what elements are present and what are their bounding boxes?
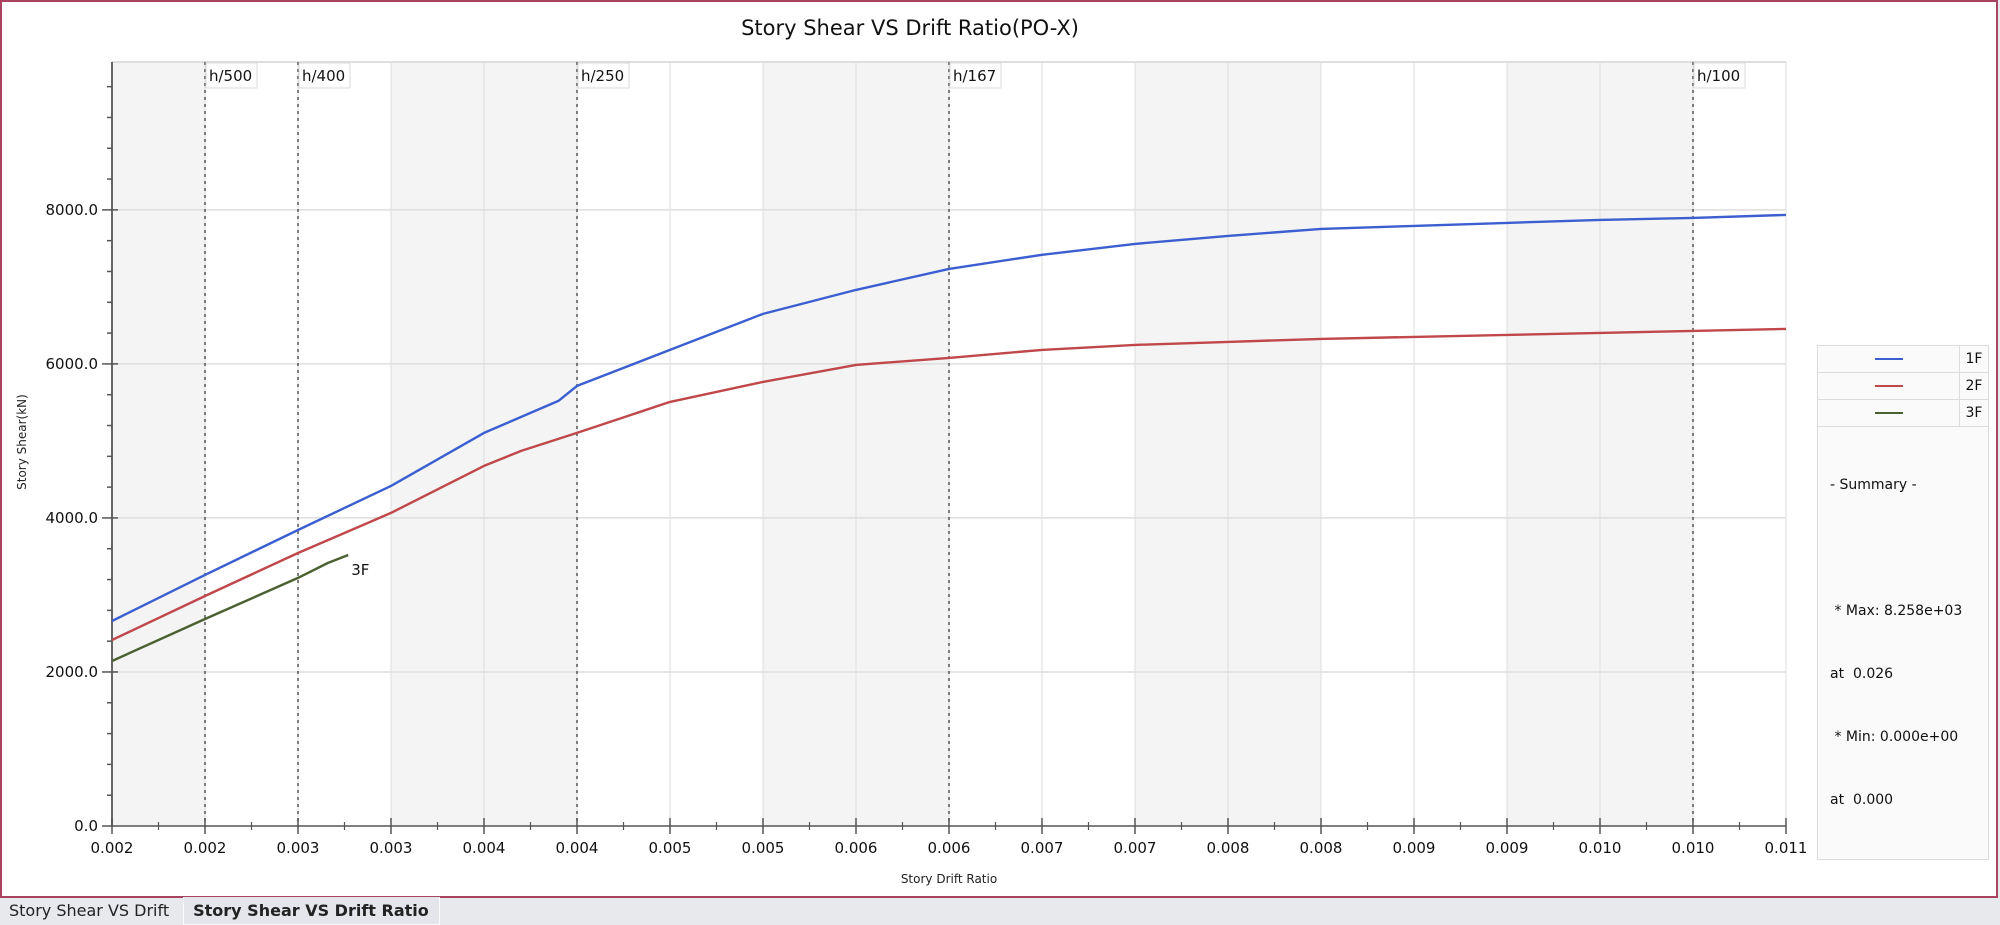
x-tick-label: 0.009 xyxy=(1486,839,1529,857)
x-tick-label: 0.009 xyxy=(1393,839,1436,857)
line-swatch-icon xyxy=(1874,358,1903,360)
x-tick-label: 0.007 xyxy=(1114,839,1157,857)
reference-label: h/500 xyxy=(205,62,258,89)
y-tick-label: 6000.0 xyxy=(46,355,99,373)
legend-label: 3F xyxy=(1965,405,1983,421)
reference-label: h/100 xyxy=(1693,62,1746,89)
series-line-2f[interactable] xyxy=(111,327,1787,642)
summary-min-at: at 0.000 xyxy=(1830,792,1894,808)
grid-band xyxy=(1600,62,1693,826)
x-tick-label: 0.010 xyxy=(1579,839,1622,857)
reference-label-text: h/400 xyxy=(302,67,345,85)
chart-title: Story Shear VS Drift Ratio(PO-X) xyxy=(741,16,1079,40)
reference-label-text: h/250 xyxy=(581,67,624,85)
tab-story-shear-vs-drift[interactable]: Story Shear VS Drift xyxy=(9,901,170,920)
reference-label: h/400 xyxy=(298,62,351,89)
tab-bar: Story Shear VS Drift Story Shear VS Drif… xyxy=(0,897,2000,925)
x-tick-label: 0.008 xyxy=(1300,839,1343,857)
legend-swatch-cell xyxy=(1818,400,1960,426)
grid-band xyxy=(763,62,856,826)
summary-heading: - Summary - xyxy=(1830,477,1917,493)
series-line-3f[interactable] xyxy=(111,553,349,663)
x-tick-label: 0.002 xyxy=(91,839,134,857)
reference-label-box xyxy=(577,62,630,89)
grid-band xyxy=(1507,62,1600,826)
reference-label-box xyxy=(205,62,258,89)
legend-summary: - Summary - * Max: 8.258e+03 at 0.026 * … xyxy=(1818,427,1988,859)
x-tick-label: 0.002 xyxy=(184,839,227,857)
x-tick-label: 0.005 xyxy=(649,839,692,857)
reference-label-box xyxy=(298,62,351,89)
legend: 1F 2F 3F - Summary - * Max: 8.258e+03 at… xyxy=(1817,345,1989,860)
x-tick-label: 0.005 xyxy=(742,839,785,857)
summary-blank xyxy=(1830,538,1988,559)
reference-label-text: h/500 xyxy=(209,67,252,85)
line-swatch-icon xyxy=(1874,385,1903,387)
grid-band xyxy=(856,62,949,826)
line-swatch-icon xyxy=(1874,412,1903,414)
x-tick-label: 0.007 xyxy=(1021,839,1064,857)
legend-item-1f[interactable]: 1F xyxy=(1818,346,1988,373)
x-tick-label: 0.006 xyxy=(928,839,971,857)
series-line-1f[interactable] xyxy=(111,213,1787,623)
y-tick-label: 8000.0 xyxy=(46,201,99,219)
reference-label: h/250 xyxy=(577,62,630,89)
reference-label: h/167 xyxy=(949,62,1002,89)
grid-band xyxy=(1228,62,1321,826)
y-tick-label: 0.0 xyxy=(74,817,98,835)
grid-band xyxy=(1135,62,1228,826)
summary-max-at: at 0.026 xyxy=(1830,666,1894,682)
x-tick-label: 0.010 xyxy=(1672,839,1715,857)
x-axis-title: Story Drift Ratio xyxy=(900,872,998,886)
legend-label: 1F xyxy=(1965,351,1983,367)
legend-swatch-cell xyxy=(1818,373,1960,399)
y-axis-label: Story Shear(kN) xyxy=(15,394,29,490)
reference-label-text: h/167 xyxy=(953,67,996,85)
x-tick-label: 0.004 xyxy=(463,839,506,857)
reference-label-box xyxy=(1693,62,1746,89)
legend-swatch-cell xyxy=(1818,346,1960,372)
x-tick-label: 0.011 xyxy=(1765,839,1808,857)
grid-band xyxy=(484,62,577,826)
x-tick-label: 0.004 xyxy=(556,839,599,857)
y-tick-label: 2000.0 xyxy=(46,663,99,681)
series-end-label: 3F xyxy=(351,561,369,579)
tab-story-shear-vs-drift-ratio[interactable]: Story Shear VS Drift Ratio xyxy=(183,897,440,925)
x-tick-label: 0.003 xyxy=(277,839,320,857)
legend-item-2f[interactable]: 2F xyxy=(1818,373,1988,400)
plot-area[interactable]: h/500 h/400 h/250 h/167 h/100 0.0 2000.0 4000.0… xyxy=(2,2,1998,896)
y-tick-label: 4000.0 xyxy=(46,509,99,527)
x-tick-label: 0.008 xyxy=(1207,839,1250,857)
reference-label-box xyxy=(949,62,1002,89)
summary-max: * Max: 8.258e+03 xyxy=(1830,603,1963,619)
legend-item-3f[interactable]: 3F xyxy=(1818,400,1988,427)
summary-min: * Min: 0.000e+00 xyxy=(1830,729,1959,745)
chart-panel: Story Shear VS Drift Ratio(PO-X) h/500 h/… xyxy=(0,0,1998,898)
grid-band xyxy=(112,62,205,826)
reference-label-text: h/100 xyxy=(1697,67,1740,85)
legend-label: 2F xyxy=(1965,378,1983,394)
x-tick-label: 0.006 xyxy=(835,839,878,857)
grid-band xyxy=(391,62,484,826)
x-tick-label: 0.003 xyxy=(370,839,413,857)
